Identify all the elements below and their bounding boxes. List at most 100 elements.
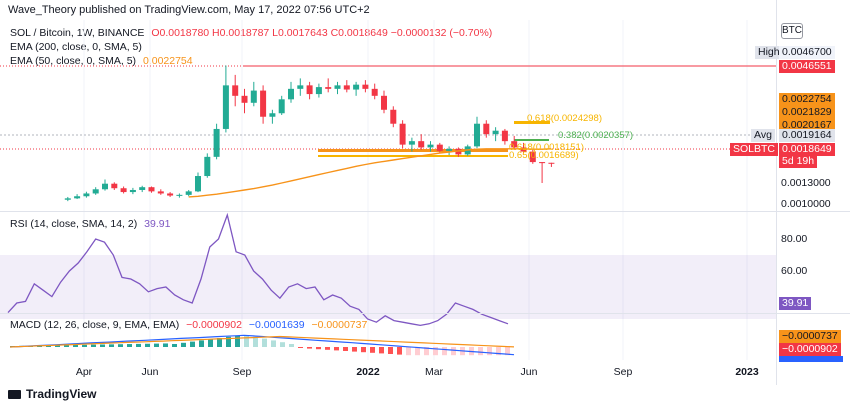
high-label: High: [755, 46, 783, 59]
rsi-value-tag: 39.91: [779, 297, 812, 310]
candle-body: [539, 162, 546, 164]
candle-body: [241, 95, 248, 103]
price-tick: 0.0010000: [781, 198, 831, 210]
macd-histogram-bar: [505, 347, 510, 356]
macd-histogram-bar: [307, 347, 312, 349]
candle-body: [399, 123, 406, 145]
candle-body: [129, 189, 136, 193]
x-axis-label: Jun: [520, 366, 538, 378]
macd-histogram-bar: [451, 347, 456, 356]
candle-body: [167, 193, 174, 196]
candle-body: [390, 109, 397, 124]
candle-body: [157, 191, 164, 194]
pane-separator[interactable]: [0, 211, 850, 212]
candle-body: [204, 156, 211, 177]
candle-body: [250, 90, 257, 103]
tradingview-logo[interactable]: TradingView: [8, 387, 96, 401]
candle-body: [548, 162, 555, 164]
candle-body: [492, 130, 499, 135]
macd-histogram-bar: [379, 347, 384, 354]
tv-logo-icon: [8, 390, 21, 400]
candle-body: [148, 187, 155, 192]
candle-body: [269, 113, 276, 117]
candle-body: [353, 84, 360, 90]
macd-tag: −0.0000737: [779, 330, 841, 343]
avg-label: Avg: [751, 129, 775, 142]
macd-histogram-bar: [109, 344, 114, 347]
ohlc-values: O0.0018780 H0.0018787 L0.0017643 C0.0018…: [151, 27, 493, 39]
macd-histogram-bar: [217, 338, 222, 347]
currency-button[interactable]: BTC: [781, 23, 803, 39]
candle-body: [427, 144, 434, 148]
symbol-legend: SOL / Bitcoin, 1W, BINANCE O0.0018780 H0…: [10, 27, 496, 39]
macd-histogram-bar: [280, 342, 285, 347]
candle-body: [436, 144, 443, 151]
macd-histogram-bar: [352, 347, 357, 352]
candle-body: [232, 85, 239, 96]
macd-histogram-bar: [226, 336, 231, 347]
candle-body: [343, 85, 350, 90]
ema50-legend: EMA (50, close, 0, SMA, 5) 0.0022754: [10, 55, 197, 67]
rsi-pane: [0, 212, 776, 327]
macd-histogram-bar: [424, 347, 429, 356]
macd-histogram-bar: [334, 347, 339, 351]
macd-histogram-bar: [55, 345, 60, 347]
macd-histogram-bar: [343, 347, 348, 351]
candle-body: [111, 183, 118, 189]
x-axis-label: 2023: [735, 366, 759, 378]
fib-label: 0.382(0.0020357): [558, 130, 634, 141]
candle-body: [455, 148, 462, 155]
macd-histogram-bar: [100, 344, 105, 347]
macd-histogram-bar: [172, 344, 177, 347]
candle-body: [92, 189, 99, 194]
price-axis-border: [776, 0, 777, 385]
countdown-tag: 5d 19h: [779, 155, 818, 168]
pane-separator[interactable]: [0, 313, 850, 314]
macd-histogram-bar: [46, 345, 51, 347]
macd-histogram-bar: [397, 347, 402, 355]
macd-histogram-bar: [433, 347, 438, 356]
ema200-label: EMA (200, close, 0, SMA, 5): [10, 41, 142, 53]
macd-signal-value: −0.0000737: [311, 319, 368, 331]
candle-body: [176, 194, 183, 196]
publish-info: Wave_Theory published on TradingView.com…: [8, 4, 370, 16]
macd-pane: [9, 334, 515, 356]
candle-body: [529, 151, 536, 163]
macd-histogram-bar: [244, 335, 249, 347]
last-price-tag: 0.0018649: [779, 143, 835, 156]
candle-body: [381, 95, 387, 110]
macd-histogram-bar: [271, 340, 276, 347]
rsi-line: [7, 212, 509, 327]
horizontal-lines: [0, 65, 776, 157]
macd-histogram-bar: [316, 347, 321, 350]
candle-body: [325, 87, 332, 89]
candle-body: [371, 88, 378, 96]
macd-histogram-bar: [478, 347, 483, 356]
macd-tag: −0.0000902: [779, 343, 841, 356]
price-tag: 0.0022754: [779, 93, 835, 106]
x-axis-label: Apr: [75, 366, 93, 378]
rsi-label: RSI (14, close, SMA, 14, 2): [10, 218, 138, 230]
macd-histogram-bar: [496, 347, 501, 356]
candle-body: [288, 88, 294, 100]
macd-histogram-bar: [163, 343, 168, 347]
high-value: 0.0046700: [779, 46, 835, 59]
macd-histogram-bar: [127, 344, 132, 347]
fib-label: 0.65(0.0016689): [509, 150, 579, 161]
macd-histogram-bar: [361, 347, 366, 353]
candle-body: [362, 84, 369, 89]
x-axis-label: Sep: [613, 366, 633, 378]
price-tag: 0.0046551: [779, 60, 835, 73]
macd-line-value: −0.0001639: [248, 319, 305, 331]
macd-histogram-bar: [406, 347, 411, 356]
candle-body: [474, 123, 480, 147]
macd-line: [9, 334, 515, 356]
macd-histogram-bar: [289, 344, 294, 347]
macd-histogram-bar: [154, 343, 159, 347]
candle-body: [334, 85, 341, 89]
x-axis-label: Sep: [232, 366, 252, 378]
rsi-tick: 60.00: [781, 265, 808, 277]
macd-histogram-bar: [145, 343, 150, 347]
macd-histogram-bar: [442, 347, 447, 356]
